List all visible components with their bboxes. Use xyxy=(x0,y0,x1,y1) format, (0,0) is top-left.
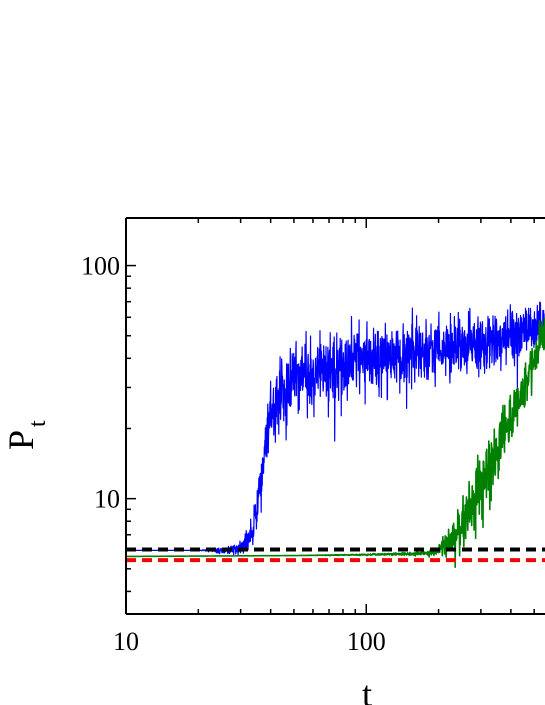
axes-layer: 10 100 10 100 xyxy=(81,217,545,656)
x-tick-label: 10 xyxy=(113,627,139,656)
y-axis-title-subscript: t xyxy=(25,420,51,427)
labels-layer: t P t xyxy=(1,420,372,705)
x-tick-label: 100 xyxy=(347,627,386,656)
y-axis-title: P t xyxy=(1,420,51,450)
series-line-2 xyxy=(126,317,545,569)
y-axis-title-main: P xyxy=(1,430,41,450)
svg-text:t: t xyxy=(25,420,51,427)
y-tick-label: 10 xyxy=(94,485,120,514)
y-tick-label: 100 xyxy=(81,252,120,281)
series-layer xyxy=(126,301,545,569)
svg-text:P: P xyxy=(1,430,41,450)
x-axis-title: t xyxy=(362,674,372,705)
